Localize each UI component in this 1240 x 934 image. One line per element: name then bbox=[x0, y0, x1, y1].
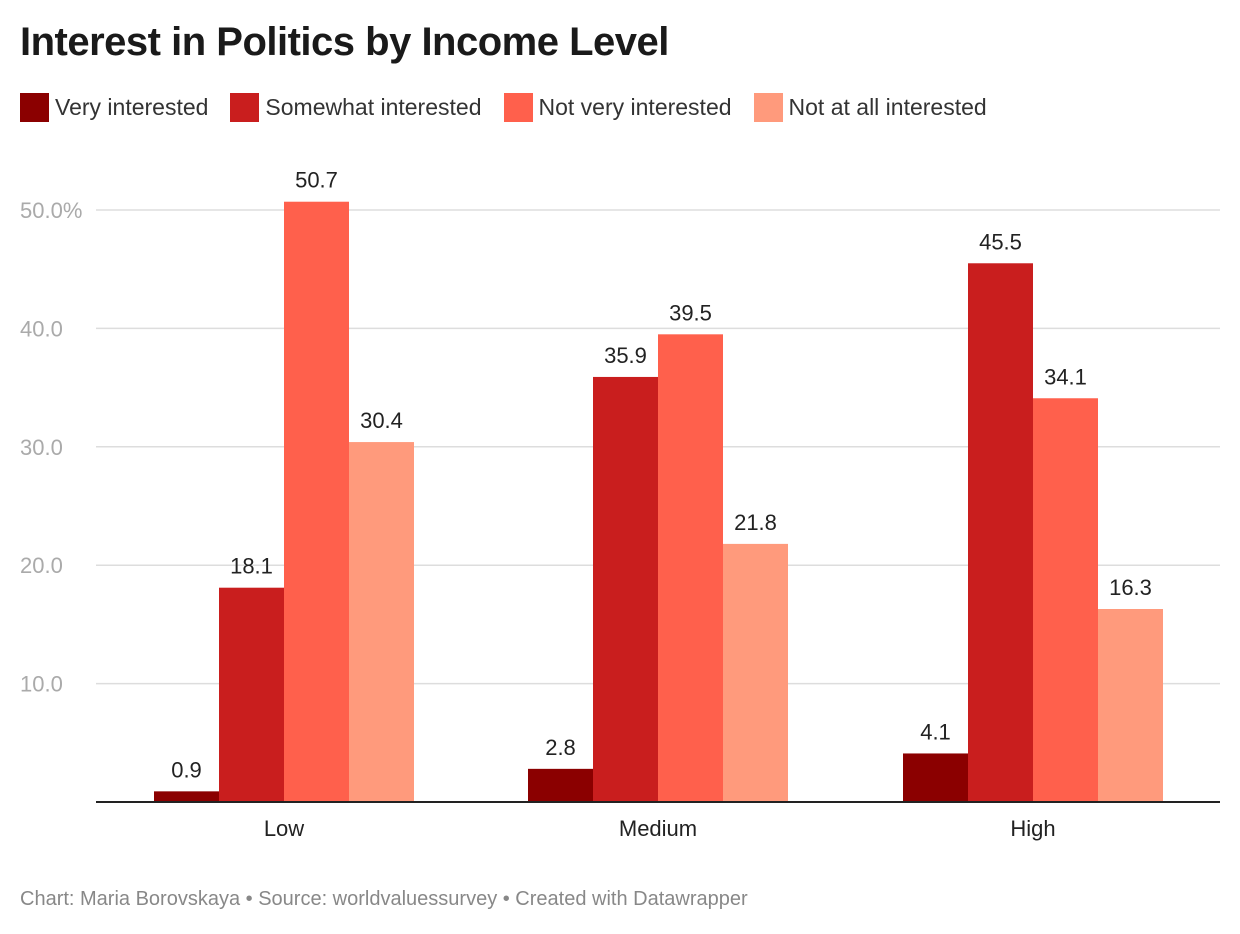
data-label: 2.8 bbox=[545, 735, 576, 760]
data-label: 45.5 bbox=[979, 229, 1022, 254]
data-label: 30.4 bbox=[360, 408, 403, 433]
data-label: 0.9 bbox=[171, 757, 202, 782]
y-tick-label: 20.0 bbox=[20, 553, 63, 578]
data-label: 18.1 bbox=[230, 554, 273, 579]
data-label: 21.8 bbox=[734, 510, 777, 535]
bar bbox=[903, 753, 968, 802]
x-category-label: Low bbox=[264, 816, 304, 841]
x-category-label: Medium bbox=[619, 816, 697, 841]
data-label: 34.1 bbox=[1044, 364, 1087, 389]
bar bbox=[723, 544, 788, 802]
y-tick-label: 40.0 bbox=[20, 316, 63, 341]
bar bbox=[593, 377, 658, 802]
y-tick-label: 10.0 bbox=[20, 672, 63, 697]
bar bbox=[154, 791, 219, 802]
bar bbox=[528, 769, 593, 802]
data-label: 4.1 bbox=[920, 719, 951, 744]
data-label: 39.5 bbox=[669, 300, 712, 325]
y-tick-label: 50.0% bbox=[20, 198, 82, 223]
bar bbox=[284, 202, 349, 802]
data-label: 16.3 bbox=[1109, 575, 1152, 600]
bar bbox=[349, 442, 414, 802]
bar bbox=[1033, 398, 1098, 802]
x-category-label: High bbox=[1010, 816, 1055, 841]
bar bbox=[968, 263, 1033, 802]
bar bbox=[219, 588, 284, 802]
source-credit: Chart: Maria Borovskaya • Source: worldv… bbox=[20, 888, 748, 911]
data-label: 50.7 bbox=[295, 168, 338, 193]
bar bbox=[658, 334, 723, 802]
bar bbox=[1098, 609, 1163, 802]
data-label: 35.9 bbox=[604, 343, 647, 368]
y-tick-label: 30.0 bbox=[20, 435, 63, 460]
